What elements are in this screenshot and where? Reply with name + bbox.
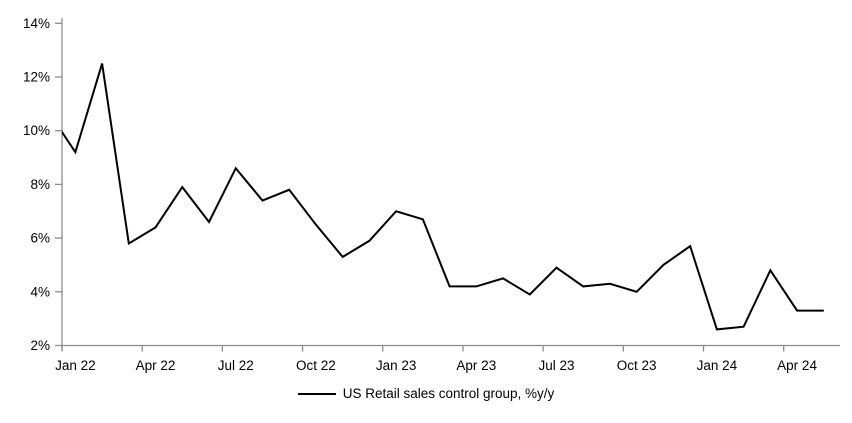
x-tick-label: Oct 23 <box>617 358 657 373</box>
x-tick-label: Jan 23 <box>376 358 417 373</box>
x-tick-label: Jul 23 <box>538 358 574 373</box>
legend-label: US Retail sales control group, %y/y <box>342 386 555 401</box>
x-tick-label: Jul 22 <box>218 358 254 373</box>
y-tick-label: 2% <box>30 338 50 353</box>
y-tick-label: 12% <box>23 70 50 85</box>
x-tick-label: Apr 23 <box>456 358 496 373</box>
series-line <box>62 63 824 331</box>
x-tick-label: Jan 24 <box>697 358 738 373</box>
y-tick-label: 4% <box>30 284 50 299</box>
x-tick-label: Jan 22 <box>55 358 96 373</box>
legend: US Retail sales control group, %y/y <box>0 386 852 401</box>
legend-line-sample <box>297 392 336 395</box>
y-tick-label: 14% <box>23 16 50 31</box>
y-tick-label: 10% <box>23 123 50 138</box>
x-tick-label: Oct 22 <box>296 358 336 373</box>
y-tick-label: 6% <box>30 231 50 246</box>
x-tick-label: Apr 22 <box>136 358 176 373</box>
x-tick-label: Apr 24 <box>777 358 817 373</box>
y-tick-label: 8% <box>30 177 50 192</box>
